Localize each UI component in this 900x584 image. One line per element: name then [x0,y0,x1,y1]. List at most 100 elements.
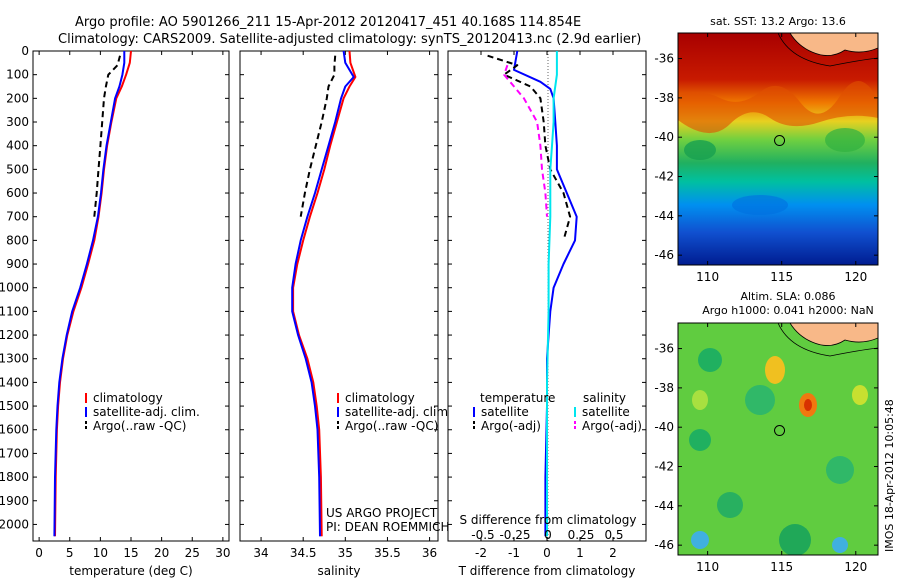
depth-tick-label: 100 [6,68,29,82]
salinity-depth-ticks [240,50,438,525]
sla-low [717,492,743,518]
lat-tick-label: -44 [654,499,674,513]
sla-map-frame [677,322,879,556]
salinity-x-axis: 34 34.5 35 35.5 36 [253,51,437,560]
x-tick-label: -1 [508,546,520,560]
lat-tick-label: -36 [654,342,674,356]
sst-map-title: sat. SST: 13.2 Argo: 13.6 [710,15,846,28]
depth-tick-label: 1900 [0,494,29,508]
sla-map-image [678,323,878,555]
x-tick-label: 36 [422,546,437,560]
sla-map-subtitle: Argo h1000: 0.041 h2000: NaN [702,304,874,317]
depth-tick-label: 1500 [0,399,29,413]
salinity-legend-climatology: climatology [345,391,415,405]
salinity-plot-frame [239,50,439,542]
project-annotation-line2: PI: DEAN ROEMMICH [326,520,449,534]
sst-map-image [678,33,878,265]
land-mask [789,323,878,346]
x-tick-label: 35.5 [374,546,401,560]
lon-tick-label: 115 [770,270,793,284]
s-diff-tick: -0.5 [471,528,494,542]
x-tick-label: -2 [475,546,487,560]
legend-sal-argo: Argo(-adj) [582,419,642,433]
salinity-series [291,50,357,537]
sst-map-frame [677,32,879,266]
temperature-legend-climatology: climatology [93,391,163,405]
sst-eddy [684,140,716,160]
sla-map-axes: 110 115 120 -36 -38 -40 -42 -44 -46 [654,323,878,574]
temperature-series [53,50,132,537]
x-tick-label: 0 [35,546,43,560]
depth-tick-label: 1400 [0,375,29,389]
land-mask [789,33,878,56]
depth-tick-label: 1100 [0,304,29,318]
lon-tick-label: 110 [696,560,719,574]
temperature-x-axis: 0 5 10 15 20 25 30 [35,51,231,560]
temperature-x-label: temperature (deg C) [69,564,192,578]
sla-low [691,531,709,549]
depth-tick-label: 1600 [0,423,29,437]
salinity-panel: 34 34.5 35 35.5 36 salinity climatology sate… [239,50,452,578]
sst-eddy [825,128,865,152]
difference-series [487,50,578,537]
depth-tick-label: 2000 [0,517,29,531]
temperature-plot-frame [32,50,230,542]
legend-sal-satellite: satellite [582,405,630,419]
series-line [93,55,121,217]
lat-tick-label: -38 [654,381,674,395]
difference-legend: temperature satellite Argo(-adj) salinit… [473,391,642,433]
s-diff-tick: 0 [544,528,552,542]
temperature-legend-argo: Argo(..raw -QC) [93,419,186,433]
sla-low [779,524,811,555]
sla-low [689,429,711,451]
x-tick-label: 1 [576,546,584,560]
legend-group-temperature: temperature [480,391,555,405]
depth-tick-label: 1700 [0,446,29,460]
depth-tick-label: 0 [21,44,29,58]
lat-tick-label: -46 [654,538,674,552]
lat-tick-label: -38 [654,91,674,105]
series-line [292,50,357,537]
depth-tick-label: 1200 [0,328,29,342]
figure-title: Argo profile: AO 5901266_211 15-Apr-2012… [75,15,581,30]
sla-high [804,399,812,411]
lon-tick-label: 110 [696,270,719,284]
sla-low [832,537,848,553]
sla-high [852,385,868,405]
series-line [487,54,572,241]
x-tick-label: 0 [543,546,551,560]
salinity-legend-satellite: satellite-adj. clim. [345,405,452,419]
temperature-panel: 0100200300400500600700800900100011001200… [0,44,231,578]
x-tick-label: 25 [185,546,200,560]
difference-x-axis: -2 -1 0 1 2 [475,51,617,560]
depth-tick-label: 400 [6,139,29,153]
legend-temp-argo: Argo(-adj) [481,419,541,433]
imos-timestamp-label: IMOS 18-Apr-2012 10:05:48 [883,399,896,552]
s-diff-tick: 0.5 [604,528,623,542]
sla-high [692,390,708,410]
difference-panel: -2 -1 0 1 2 T difference from climatology S … [447,50,647,578]
lat-tick-label: -40 [654,420,674,434]
salinity-difference-ticks: -0.5 -0.25 0 0.25 0.5 [471,528,623,542]
s-diff-tick: -0.25 [499,528,530,542]
s-diff-tick: 0.25 [568,528,595,542]
salinity-legend-argo: Argo(..raw -QC) [345,419,438,433]
difference-x-label: T difference from climatology [458,564,636,578]
series-line [53,51,126,537]
difference-depth-ticks [448,50,646,525]
temperature-legend: climatology satellite-adj. clim. Argo(..… [85,391,200,433]
sst-eddy [732,195,788,215]
sla-low [826,456,854,484]
sst-map-panel: sat. SST: 13.2 Argo: 13.6 110 115 120 -36 -3… [654,15,879,284]
lon-tick-label: 115 [770,560,793,574]
sst-front [678,80,878,134]
x-tick-label: 5 [66,546,74,560]
project-annotation-line1: US ARGO PROJECT [326,506,438,520]
x-tick-label: 30 [215,546,230,560]
lat-tick-label: -46 [654,248,674,262]
depth-tick-label: 1300 [0,352,29,366]
x-tick-label: 34 [253,546,268,560]
series-line [299,55,337,217]
